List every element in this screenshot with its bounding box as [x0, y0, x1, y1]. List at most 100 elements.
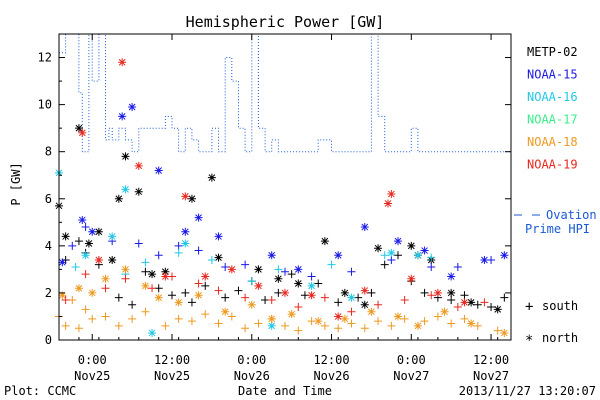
- point-noaa-18-north: [413, 321, 422, 330]
- point-noaa-16-south: [380, 251, 389, 260]
- point-noaa-16-north: [307, 281, 316, 290]
- y-tick-label: 0: [45, 333, 52, 347]
- x-tick-label-date: Nov26: [234, 369, 270, 383]
- point-noaa-16-north: [81, 251, 90, 260]
- point-metp-02-north: [493, 305, 502, 314]
- point-noaa-18-north: [267, 314, 276, 323]
- point-noaa-19-south: [480, 298, 489, 307]
- point-metp-02-north: [360, 300, 369, 309]
- point-noaa-18-south: [360, 324, 369, 333]
- y-tick-label: 10: [38, 98, 52, 112]
- point-noaa-15-south: [241, 260, 250, 269]
- legend-entry-noaa-15: NOAA-15: [527, 68, 578, 82]
- point-metp-02-south: [74, 237, 83, 246]
- marker-legend-north-symbol: *: [525, 333, 533, 349]
- point-metp-02-north: [161, 267, 170, 276]
- point-noaa-16-north: [181, 239, 190, 248]
- point-noaa-18-north: [194, 291, 203, 300]
- point-noaa-18-north: [340, 314, 349, 323]
- x-tick-label-date: Nov26: [313, 369, 349, 383]
- point-noaa-19-south: [214, 286, 223, 295]
- point-noaa-19-north: [384, 199, 393, 208]
- point-metp-02-south: [201, 281, 210, 290]
- point-metp-02-south: [128, 300, 137, 309]
- point-noaa-18-north: [367, 307, 376, 316]
- point-noaa-19-north: [407, 274, 416, 283]
- point-noaa-18-south: [201, 310, 210, 319]
- point-noaa-18-south: [294, 326, 303, 335]
- point-noaa-16-north: [148, 328, 157, 337]
- point-noaa-19-south: [427, 291, 436, 300]
- point-metp-02-south: [287, 270, 296, 279]
- point-metp-02-north: [108, 255, 117, 264]
- point-noaa-15-north: [88, 227, 97, 236]
- point-noaa-18-north: [500, 328, 509, 337]
- x-tick-label-time: 0:00: [78, 353, 107, 367]
- point-noaa-18-south: [420, 317, 429, 326]
- point-noaa-19-north: [307, 291, 316, 300]
- plot-credit: Plot: CCMC: [4, 384, 76, 398]
- point-noaa-15-north: [500, 251, 509, 260]
- marker-legend-south-symbol: +: [525, 299, 533, 315]
- point-metp-02-south: [314, 279, 323, 288]
- point-metp-02-south: [473, 300, 482, 309]
- x-tick-label-time: 12:00: [313, 353, 349, 367]
- point-metp-02-south: [420, 288, 429, 297]
- point-noaa-18-south: [460, 314, 469, 323]
- ovation-line: [59, 33, 511, 153]
- point-noaa-19-north: [360, 286, 369, 295]
- point-noaa-15-north: [181, 227, 190, 236]
- point-noaa-18-south: [334, 324, 343, 333]
- x-axis-label: Date and Time: [238, 384, 332, 398]
- point-noaa-19-north: [181, 192, 190, 201]
- y-axis-label: P [GW]: [9, 162, 23, 205]
- point-noaa-16-north: [121, 185, 130, 194]
- point-noaa-19-south: [61, 295, 70, 304]
- point-metp-02-north: [84, 239, 93, 248]
- point-noaa-18-south: [187, 317, 196, 326]
- point-noaa-19-north: [201, 272, 210, 281]
- point-metp-02-south: [234, 286, 243, 295]
- point-noaa-16-south: [327, 260, 336, 269]
- point-metp-02-north: [187, 194, 196, 203]
- point-noaa-16-north: [413, 251, 422, 260]
- point-noaa-16-south: [71, 263, 80, 272]
- point-noaa-19-south: [241, 293, 250, 302]
- point-noaa-16-north: [267, 321, 276, 330]
- point-noaa-18-south: [254, 319, 263, 328]
- series-noaa-18: [55, 265, 509, 337]
- point-noaa-18-south: [493, 326, 502, 335]
- plot-area: [55, 33, 511, 337]
- point-noaa-15-south: [221, 263, 230, 272]
- point-noaa-19-north: [94, 255, 103, 264]
- point-noaa-15-north: [214, 232, 223, 241]
- marker-legend-north-label: north: [542, 331, 578, 345]
- point-noaa-19-north: [433, 288, 442, 297]
- point-noaa-18-north: [440, 307, 449, 316]
- point-noaa-18-south: [141, 307, 150, 316]
- point-metp-02-north: [121, 152, 130, 161]
- ovation-label-line2: Prime HPI: [525, 222, 590, 236]
- point-metp-02-north: [214, 253, 223, 262]
- point-noaa-15-north: [267, 251, 276, 260]
- ovation-label-line1: Ovation: [546, 208, 597, 222]
- point-noaa-19-south: [81, 270, 90, 279]
- point-noaa-18-south: [400, 314, 409, 323]
- series-noaa-15: [58, 102, 509, 281]
- plot-frame: [58, 33, 512, 341]
- point-noaa-15-north: [78, 215, 87, 224]
- point-noaa-19-north: [334, 312, 343, 321]
- point-noaa-19-north: [281, 288, 289, 297]
- point-noaa-15-north: [194, 213, 203, 222]
- point-noaa-19-south: [374, 300, 383, 309]
- point-noaa-19-south: [320, 293, 329, 302]
- point-noaa-18-south: [174, 314, 183, 323]
- point-noaa-18-north: [287, 310, 296, 319]
- point-noaa-18-south: [227, 312, 236, 321]
- y-axis: 0 2 4 6 8 10 12: [38, 51, 511, 347]
- point-noaa-15-north: [334, 251, 343, 260]
- point-metp-02-north: [254, 265, 263, 274]
- point-noaa-16-north: [108, 232, 117, 241]
- point-noaa-18-north: [154, 293, 163, 302]
- point-noaa-18-south: [473, 321, 482, 330]
